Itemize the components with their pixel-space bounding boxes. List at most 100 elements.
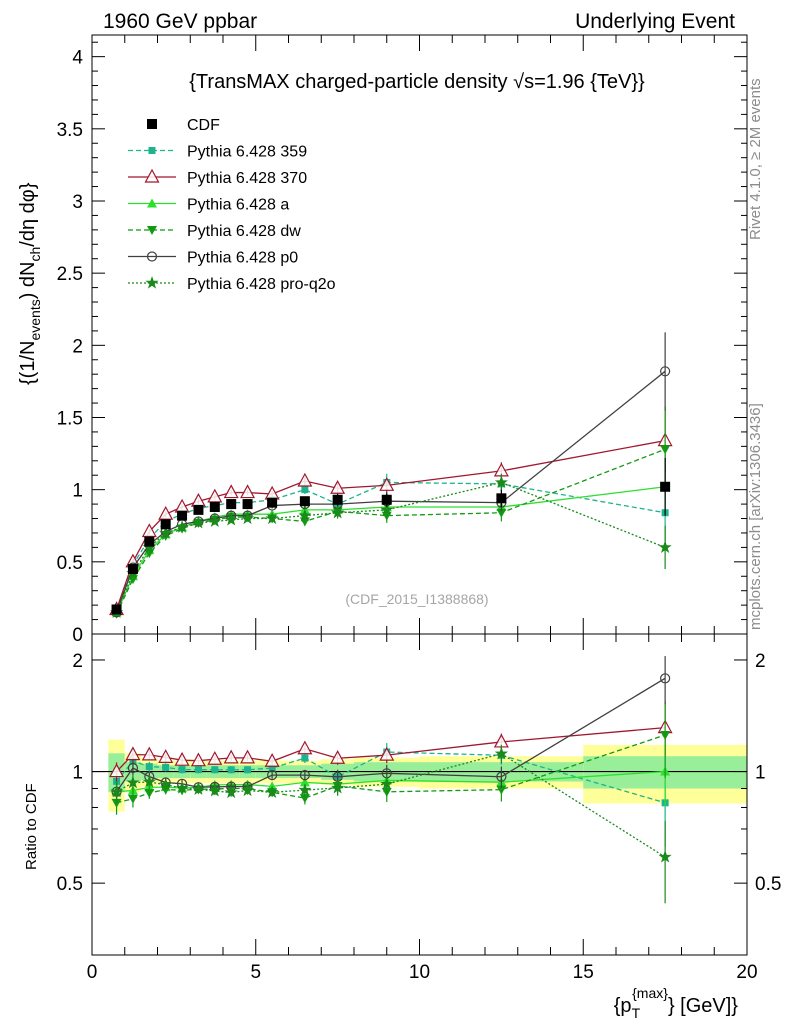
series-1-point [158,505,174,520]
series-1-point [379,477,395,491]
series-4-line [115,370,666,613]
y-tick-label: 2 [72,336,83,357]
data-point [332,494,343,505]
ratio-tick-label: 0.5 [57,874,83,895]
series-0-ratio-point [162,763,170,771]
y-axis-label: {(1/Nevents) dNch/dη dφ} [17,182,43,385]
x-tick-label: 0 [87,962,98,983]
series-1-ratio-point [158,749,174,763]
series-3-ratio-point [111,798,122,808]
series-5-ratio-point [331,780,345,794]
data-point [299,496,310,507]
series-0-ratio-point [178,766,186,774]
series-3-ratio-point [660,731,671,741]
series-5-point [380,503,394,516]
series-5-point [658,540,672,554]
series-1-point [297,472,313,487]
series-1-ratio-point [174,751,190,766]
series-4-ratio-point [496,771,507,782]
series-5-point [175,520,189,533]
series-3-point [660,445,671,455]
data-point [193,504,204,515]
series-1-ratio-point [264,753,280,767]
legend-marker [146,251,158,262]
series-5-ratio-point [159,777,173,791]
legend-marker [147,119,157,129]
series-4-ratio-point [127,762,139,774]
legend-label: Pythia 6.428 pro-q2o [187,276,336,293]
y-tick-label: 4 [72,48,83,69]
header-left: 1960 GeV ppbar [103,10,257,33]
legend-label: Pythia 6.428 p0 [187,250,298,267]
legend-label: Pythia 6.428 370 [187,170,307,187]
series-5-point [298,508,312,522]
series-5-point [159,526,173,539]
series-1-ratio-point [125,746,141,761]
series-5-point [208,514,222,528]
series-0-ratio-line [116,751,666,804]
y-tick-label: 0 [72,625,83,646]
series-5-ratio-point [175,781,189,794]
data-point [660,481,671,492]
series-1-ratio-point [141,746,157,761]
series-0-ratio-point [211,766,219,774]
series-1-ratio-point [330,750,346,764]
x-axis-label: {pT{max}} [GeV]} [614,985,739,1021]
series-1-ratio-point [240,749,256,764]
series-5-ratio-point [126,775,140,789]
y-tick-label: 1.5 [57,408,83,429]
series-0-point [301,486,309,494]
y-tick-label: 3 [72,192,83,213]
mcplots-label: mcplots.cern.ch [arXiv:1306.3436] [747,403,764,630]
y-tick-label: 2.5 [57,264,83,285]
series-1-point [264,485,280,500]
data-point [160,519,171,530]
data-point [209,501,220,512]
series-0-ratio-point [145,763,153,771]
series-2-ratio-point [299,777,310,787]
series-5-point [494,475,508,489]
series-5-point [191,515,205,529]
series-5-ratio-point [142,774,156,788]
series-5-ratio-point [241,783,255,797]
series-5-ratio-point [658,850,672,863]
series-3-ratio-point [496,785,507,795]
legend-label: Pythia 6.428 dw [187,223,301,240]
legend-label: Pythia 6.428 a [187,197,289,214]
series-1-point [207,488,223,503]
series-1-point [330,479,346,494]
series-3-ratio-point [144,789,155,799]
x-tick-label: 10 [409,962,430,983]
series-5-ratio-point [298,783,312,796]
data-point [226,499,237,510]
x-tick-label: 15 [573,962,594,983]
rivet-label: Rivet 4.1.0, ≥ 2M events [747,78,764,240]
ratio-tick-label-right: 0.5 [755,874,781,895]
legend-label: Pythia 6.428 359 [187,144,307,161]
series-0-ratio-point [268,764,276,772]
series-3-line [115,448,666,615]
data-point [144,536,155,547]
ratio-plot-series [109,656,673,904]
series-0-ratio-point [194,766,202,774]
main-plot-series [109,332,673,619]
series-3-ratio-point [299,794,310,804]
legend-marker [145,276,159,289]
series-5-ratio-point [265,785,279,798]
legend-label: CDF [187,117,220,134]
series-0-ratio-point [244,766,252,774]
data-point [381,494,392,505]
series-1-ratio-point [223,749,239,764]
data-point [242,499,253,510]
ratio-y-axis-label: Ratio to CDF [23,783,40,870]
legend-marker [147,198,157,208]
series-0-ratio-point [227,766,235,774]
series-5-ratio-point [208,784,222,797]
legend-marker [144,168,160,183]
series-1-ratio-point [297,740,313,755]
series-5-ratio-point [110,784,124,798]
series-1-ratio-point [109,763,125,778]
data-point [111,604,122,615]
series-5-ratio-point [191,782,205,795]
watermark: (CDF_2015_I1388868) [345,591,488,607]
